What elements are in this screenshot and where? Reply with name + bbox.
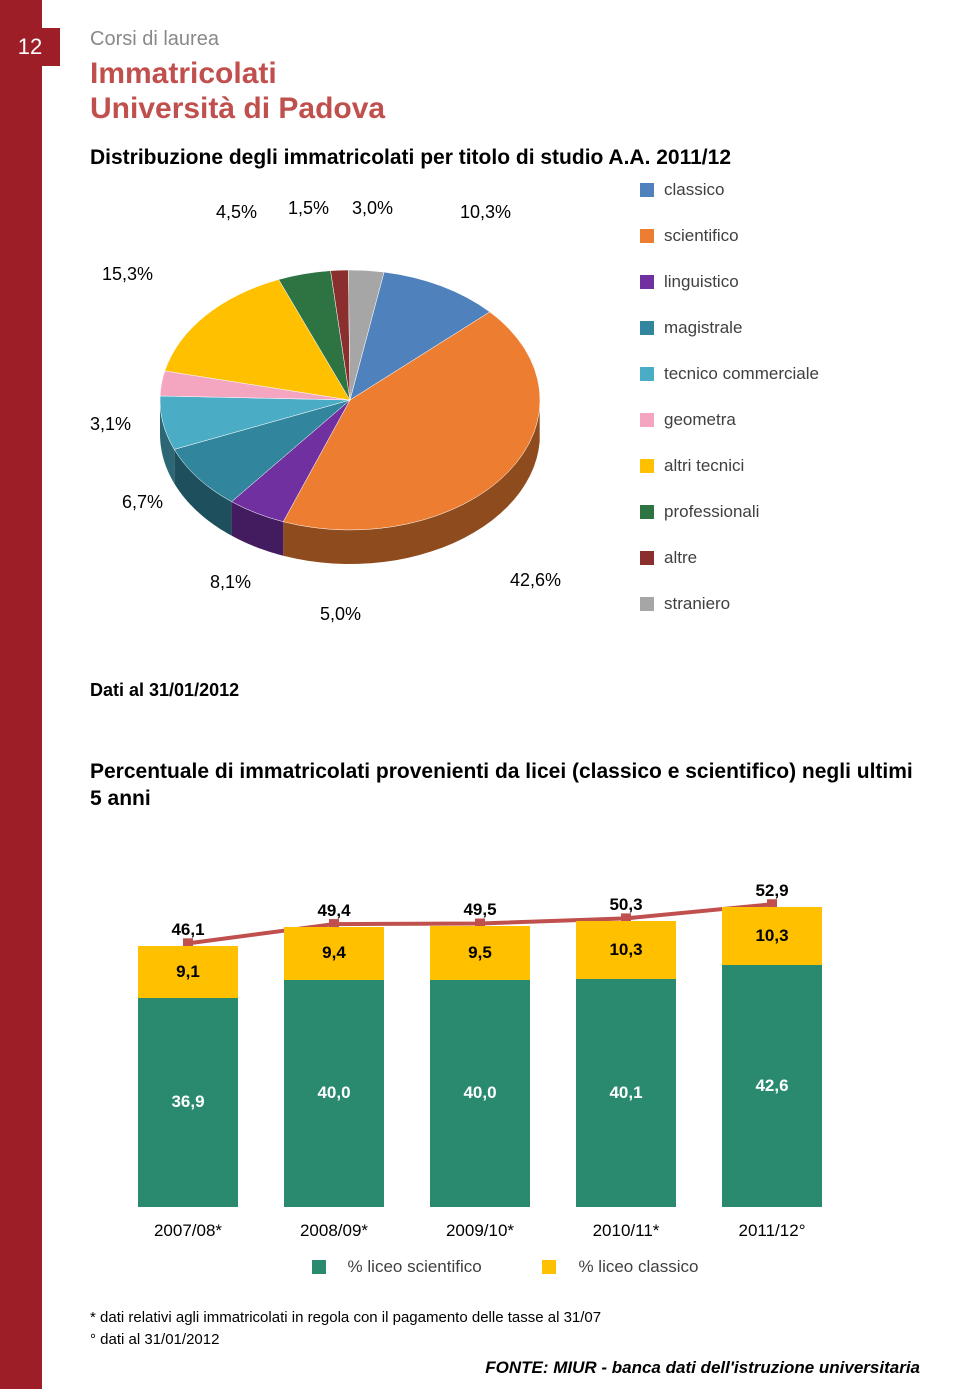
footnote-1: * dati relativi agli immatricolati in re…: [90, 1307, 920, 1330]
bar-value: 9,5: [430, 943, 530, 963]
bar-value: 9,1: [138, 962, 238, 982]
legend-swatch: [640, 229, 654, 243]
pie-label: 5,0%: [320, 604, 361, 625]
page-title: Immatricolati Università di Padova: [90, 57, 920, 126]
bar-value: 40,1: [576, 1083, 676, 1103]
bar-value: 42,6: [722, 1076, 822, 1096]
bar-x-label: 2009/10*: [420, 1221, 540, 1241]
pie-subtitle: Distribuzione degli immatricolati per ti…: [90, 146, 920, 170]
legend-swatch: [640, 413, 654, 427]
bar-value: 40,0: [284, 1083, 384, 1103]
legend-label: straniero: [664, 594, 730, 614]
legend-swatch: [640, 367, 654, 381]
legend-swatch: [640, 321, 654, 335]
legend-label: magistrale: [664, 318, 742, 338]
pie-label: 4,5%: [216, 202, 257, 223]
legend-label: linguistico: [664, 272, 739, 292]
bar-total-label: 49,4: [274, 901, 394, 921]
legend-swatch: [640, 597, 654, 611]
legend-item: classico: [640, 180, 860, 200]
bar-x-label: 2011/12°: [712, 1221, 832, 1241]
legend-item: geometra: [640, 410, 860, 430]
bar-value: 9,4: [284, 943, 384, 963]
pie-label: 15,3%: [102, 264, 153, 285]
bar-total-label: 46,1: [128, 920, 248, 940]
pie-legend: classico scientifico linguistico magistrale…: [640, 180, 860, 640]
bar-total-label: 49,5: [420, 900, 540, 920]
source: FONTE: MIUR - banca dati dell'istruzione…: [90, 1358, 920, 1378]
pie-label: 6,7%: [122, 492, 163, 513]
pie-label: 42,6%: [510, 570, 561, 591]
pie-chart: [90, 180, 610, 620]
legend-item: altre: [640, 548, 860, 568]
bar-value: 40,0: [430, 1083, 530, 1103]
bar-value: 10,3: [722, 926, 822, 946]
legend-item: altri tecnici: [640, 456, 860, 476]
category-label: Corsi di laurea: [90, 28, 920, 51]
pie-label: 3,0%: [352, 198, 393, 219]
legend-classico: % liceo classico: [528, 1257, 712, 1277]
legend-label: classico: [664, 180, 724, 200]
legend-label: scientifico: [664, 226, 739, 246]
footnote-2: ° dati al 31/01/2012: [90, 1329, 920, 1352]
bar-value: 10,3: [576, 940, 676, 960]
legend-swatch: [640, 183, 654, 197]
legend-label: professionali: [664, 502, 759, 522]
bar-subtitle: Percentuale di immatricolati provenienti…: [90, 758, 920, 813]
pie-chart-area: 15,3% 4,5% 1,5% 3,0% 10,3% 3,1% 6,7% 8,1…: [90, 180, 920, 740]
title-line-1: Immatricolati: [90, 57, 920, 92]
bar-chart: 36,9 9,1 46,1 2007/08* 40,0 9,4 49,4 2008/09* 40…: [110, 827, 870, 1257]
legend-item: linguistico: [640, 272, 860, 292]
pie-label: 10,3%: [460, 202, 511, 223]
pie-label: 8,1%: [210, 572, 251, 593]
legend-label: tecnico commerciale: [664, 364, 819, 384]
legend-item: professionali: [640, 502, 860, 522]
bar-legend: % liceo scientifico % liceo classico: [90, 1257, 920, 1279]
bar-x-label: 2007/08*: [128, 1221, 248, 1241]
page: 12 Corsi di laurea Immatricolati Univers…: [0, 0, 960, 1389]
data-date: Dati al 31/01/2012: [90, 680, 239, 701]
footnotes: * dati relativi agli immatricolati in re…: [90, 1307, 920, 1352]
legend-label: altri tecnici: [664, 456, 744, 476]
bar-value: 36,9: [138, 1092, 238, 1112]
legend-swatch: [640, 459, 654, 473]
title-line-2: Università di Padova: [90, 92, 920, 127]
legend-classico-label: % liceo classico: [578, 1257, 698, 1277]
legend-swatch: [640, 505, 654, 519]
pie-label: 3,1%: [90, 414, 131, 435]
legend-item: straniero: [640, 594, 860, 614]
legend-swatch: [640, 551, 654, 565]
legend-label: geometra: [664, 410, 736, 430]
legend-item: tecnico commerciale: [640, 364, 860, 384]
bar-total-label: 50,3: [566, 895, 686, 915]
page-number: 12: [0, 28, 60, 66]
legend-label: altre: [664, 548, 697, 568]
legend-scientifico-label: % liceo scientifico: [348, 1257, 482, 1277]
legend-item: magistrale: [640, 318, 860, 338]
bar-x-label: 2008/09*: [274, 1221, 394, 1241]
pie-label: 1,5%: [288, 198, 329, 219]
bar-x-label: 2010/11*: [566, 1221, 686, 1241]
legend-scientifico: % liceo scientifico: [298, 1257, 496, 1277]
bar-total-label: 52,9: [712, 881, 832, 901]
legend-item: scientifico: [640, 226, 860, 246]
legend-swatch: [640, 275, 654, 289]
left-sidebar-bar: [0, 0, 42, 1389]
